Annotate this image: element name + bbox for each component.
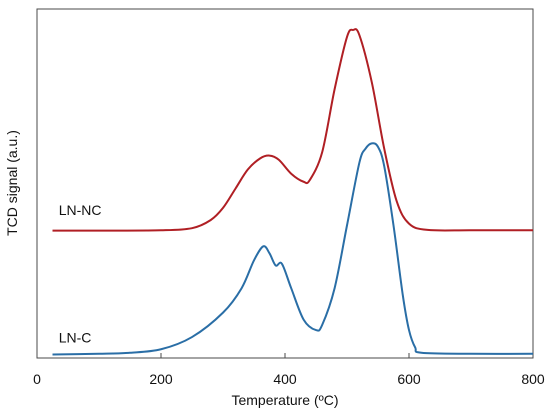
x-tick-label-400: 400	[273, 371, 297, 387]
series-label-ln-nc: LN-NC	[59, 202, 102, 218]
x-axis-ticks	[36, 353, 534, 358]
x-axis-title: Temperature (ºC)	[231, 392, 338, 408]
x-tick-label-600: 600	[397, 371, 421, 387]
x-tick-label-800: 800	[521, 371, 545, 387]
y-axis-title: TCD signal (a.u.)	[4, 130, 20, 236]
series-label-ln-c: LN-C	[59, 329, 92, 345]
series-layer	[52, 28, 534, 356]
plot-frame	[36, 8, 534, 359]
x-tick-label-200: 200	[149, 371, 173, 387]
series-line-ln-nc	[52, 28, 534, 232]
series-line-ln-c	[52, 142, 534, 356]
x-axis-tick-labels: 0 200 400 600 800	[33, 371, 545, 387]
x-tick-label-0: 0	[33, 371, 41, 387]
